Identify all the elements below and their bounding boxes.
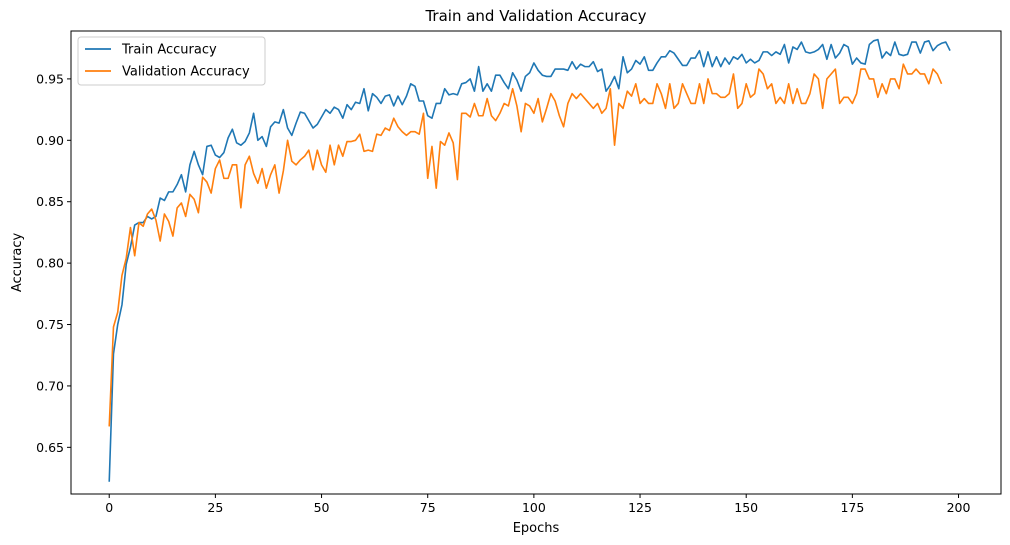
x-axis-label: Epochs	[513, 521, 560, 536]
x-tick-label: 0	[105, 500, 113, 515]
series-line-validation	[108, 63, 943, 427]
chart-title: Train and Validation Accuracy	[424, 7, 646, 25]
legend-entry-label: Validation Accuracy	[122, 65, 250, 80]
y-tick-label: 0.75	[36, 317, 64, 332]
x-tick-label: 200	[947, 500, 971, 515]
x-tick-label: 75	[420, 500, 436, 515]
legend-box	[77, 36, 266, 86]
y-tick-label: 0.70	[36, 378, 64, 393]
y-tick-label: 0.90	[36, 133, 64, 148]
legend: Train Accuracy Validation Accuracy	[77, 36, 266, 86]
x-tick-label: 125	[628, 500, 652, 515]
series-line-train	[108, 38, 951, 482]
y-tick-label: 0.95	[36, 71, 64, 86]
plot-frame	[70, 30, 1002, 495]
y-axis-label: Accuracy	[10, 233, 25, 293]
legend-entry-label: Train Accuracy	[121, 43, 217, 58]
y-tick-label: 0.65	[36, 440, 64, 455]
y-tick-label: 0.85	[36, 194, 64, 209]
x-tick-label: 25	[207, 500, 223, 515]
x-tick-label: 50	[314, 500, 330, 515]
x-tick-label: 150	[734, 500, 758, 515]
x-tick-label: 100	[522, 500, 546, 515]
x-tick-label: 175	[840, 500, 864, 515]
y-tick-label: 0.80	[36, 256, 64, 271]
